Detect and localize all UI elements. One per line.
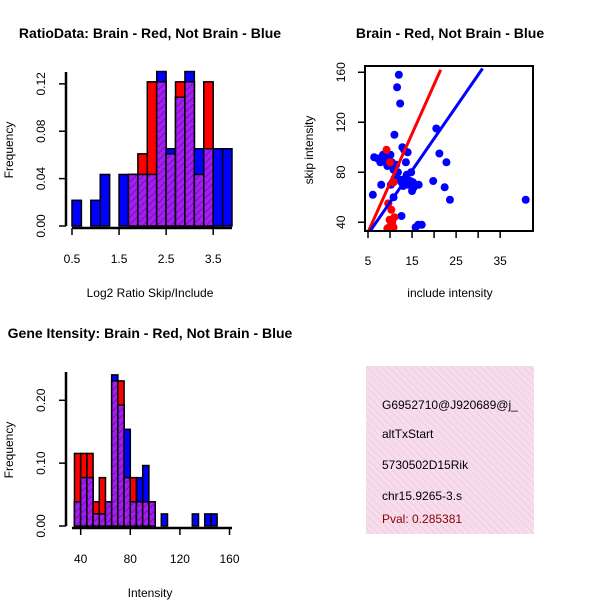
scatter-point-not-brain bbox=[429, 177, 438, 185]
ratio-hist-bar-overlap-hatch bbox=[147, 174, 157, 226]
info-panel: G6952710@J920689@j_ altTxStart 5730502D1… bbox=[366, 366, 534, 534]
ratio-hist-ytick-label: 0.12 bbox=[34, 72, 48, 96]
scatter-point-not-brain bbox=[397, 212, 406, 220]
fit-line-brain bbox=[366, 69, 443, 231]
ratio-hist-bar-overlap-hatch bbox=[175, 97, 185, 227]
ratio-hist-ytick-label: 0.00 bbox=[34, 214, 48, 238]
scatter-xtick-label: 25 bbox=[449, 254, 463, 268]
gene-hist-ytick-label: 0.10 bbox=[34, 451, 48, 475]
ratio-hist-bar-overlap-hatch bbox=[128, 174, 138, 226]
scatter-point-not-brain bbox=[445, 195, 454, 204]
scatter-point-not-brain bbox=[401, 158, 410, 167]
scatter-point-not-brain bbox=[394, 70, 403, 79]
ratio-hist-xlabel: Log2 Ratio Skip/Include bbox=[87, 286, 214, 300]
scatter-xtick-label: 15 bbox=[405, 254, 419, 268]
scatter-xtick-label: 35 bbox=[493, 254, 507, 268]
scatter-point-brain bbox=[386, 158, 395, 167]
scatter-point-brain bbox=[382, 145, 391, 154]
intensity-scatter: Brain - Red, Not Brain - Blue 5 15 25 35 40 8… bbox=[302, 25, 544, 300]
gene-hist-bar-overlap-hatch bbox=[117, 405, 125, 526]
scatter-point-not-brain bbox=[393, 83, 402, 92]
scatter-frame bbox=[364, 65, 534, 232]
gene-hist-xtick-label: 40 bbox=[74, 552, 88, 566]
scatter-ytick-label: 120 bbox=[334, 112, 348, 132]
ratio-hist-bar-overlap-hatch bbox=[184, 81, 195, 226]
gene-hist-title: Gene Itensity: Brain - Red, Not Brain - … bbox=[8, 325, 293, 341]
gene-hist-xlabel: Intensity bbox=[128, 586, 173, 600]
scatter-point-brain bbox=[389, 223, 398, 231]
gene-hist-bar-overlap-hatch bbox=[86, 477, 94, 526]
gene-hist-bar-overlap-hatch bbox=[80, 477, 87, 526]
scatter-ytick-label: 40 bbox=[334, 215, 348, 229]
gene-hist-bar-not-brain bbox=[203, 513, 212, 527]
ratio-hist-bar-not-brain bbox=[90, 199, 101, 227]
info-panel-background bbox=[366, 366, 534, 534]
gene-hist-bar-overlap-hatch bbox=[105, 501, 112, 526]
gene-hist-ytick-label: 0.00 bbox=[34, 514, 48, 538]
gene-hist-bar-not-brain bbox=[210, 513, 218, 527]
scatter-point-not-brain bbox=[442, 158, 451, 167]
gene-hist-bar-overlap-hatch bbox=[148, 501, 156, 526]
ratio-hist-xtick-label: 1.5 bbox=[111, 252, 128, 266]
gene-hist-bar-overlap-hatch bbox=[93, 513, 100, 526]
scatter-point-not-brain bbox=[440, 183, 449, 192]
info-event-id: G6952710@J920689@j_ bbox=[382, 398, 518, 412]
ratio-histogram: RatioData: Brain - Red, Not Brain - Blue… bbox=[2, 25, 281, 300]
gene-hist-bar-overlap-hatch bbox=[130, 501, 137, 526]
gene-hist-bar-overlap-hatch bbox=[136, 501, 143, 526]
scatter-point-brain bbox=[387, 205, 396, 214]
fit-line-not-brain bbox=[368, 67, 484, 231]
ratio-hist-bar-overlap-hatch bbox=[137, 174, 148, 226]
gene-hist-bar-overlap-hatch bbox=[74, 501, 81, 526]
gene-intensity-histogram: Gene Itensity: Brain - Red, Not Brain - … bbox=[2, 325, 293, 600]
ratio-hist-ylabel: Frequency bbox=[2, 122, 16, 179]
ratio-hist-bar-not-brain bbox=[212, 148, 224, 227]
info-pval: Pval: 0.285381 bbox=[382, 512, 462, 526]
scatter-point-not-brain bbox=[414, 180, 423, 189]
gene-hist-bar-overlap-hatch bbox=[142, 501, 149, 526]
scatter-xtick-label: 5 bbox=[365, 254, 372, 268]
ratio-hist-ytick-label: 0.08 bbox=[34, 119, 48, 143]
scatter-ytick-label: 80 bbox=[334, 165, 348, 179]
scatter-point-brain bbox=[383, 224, 392, 231]
scatter-point-not-brain bbox=[368, 190, 377, 199]
ratio-hist-xtick-label: 2.5 bbox=[158, 252, 175, 266]
ratio-hist-bar-overlap-hatch bbox=[166, 153, 176, 226]
scatter-point-not-brain bbox=[396, 99, 405, 108]
gene-hist-bar-overlap-hatch bbox=[99, 513, 106, 526]
scatter-point-not-brain bbox=[435, 149, 444, 158]
ratio-hist-bar-overlap-hatch bbox=[156, 81, 167, 226]
gene-hist-xtick-label: 160 bbox=[220, 552, 240, 566]
gene-hist-ylabel: Frequency bbox=[2, 422, 16, 479]
gene-hist-xtick-label: 80 bbox=[124, 552, 138, 566]
ratio-hist-xtick-label: 0.5 bbox=[64, 252, 81, 266]
gene-hist-bar-not-brain bbox=[160, 513, 169, 527]
scatter-ytick-label: 160 bbox=[334, 62, 348, 82]
scatter-xlabel: include intensity bbox=[407, 286, 492, 300]
ratio-hist-bar-overlap-hatch bbox=[194, 174, 204, 226]
scatter-point-not-brain bbox=[414, 220, 423, 229]
scatter-ylabel: skip intensity bbox=[302, 116, 316, 185]
scatter-point-not-brain bbox=[521, 195, 530, 204]
scatter-point-not-brain bbox=[377, 180, 386, 189]
scatter-title: Brain - Red, Not Brain - Blue bbox=[356, 25, 544, 41]
gene-hist-ytick-label: 0.20 bbox=[34, 388, 48, 412]
ratio-hist-bar-not-brain bbox=[118, 173, 130, 227]
info-gene-name: 5730502D15Rik bbox=[382, 458, 469, 472]
info-location: chr15.9265-3.s bbox=[382, 489, 462, 503]
ratio-hist-bar-overlap-hatch bbox=[203, 148, 214, 226]
scatter-point-not-brain bbox=[390, 130, 399, 139]
gene-hist-xtick-label: 120 bbox=[170, 552, 190, 566]
info-event-type: altTxStart bbox=[382, 427, 434, 441]
gene-hist-bar-not-brain bbox=[191, 513, 200, 527]
ratio-hist-ytick-label: 0.04 bbox=[34, 167, 48, 191]
ratio-hist-title: RatioData: Brain - Red, Not Brain - Blue bbox=[19, 25, 281, 41]
ratio-hist-bar-not-brain bbox=[99, 173, 111, 227]
ratio-hist-bar-not-brain bbox=[221, 148, 233, 227]
ratio-hist-bar-not-brain bbox=[71, 199, 83, 227]
gene-hist-bar-overlap-hatch bbox=[124, 477, 131, 526]
gene-hist-bar-overlap-hatch bbox=[111, 380, 118, 526]
ratio-hist-xtick-label: 3.5 bbox=[205, 252, 222, 266]
